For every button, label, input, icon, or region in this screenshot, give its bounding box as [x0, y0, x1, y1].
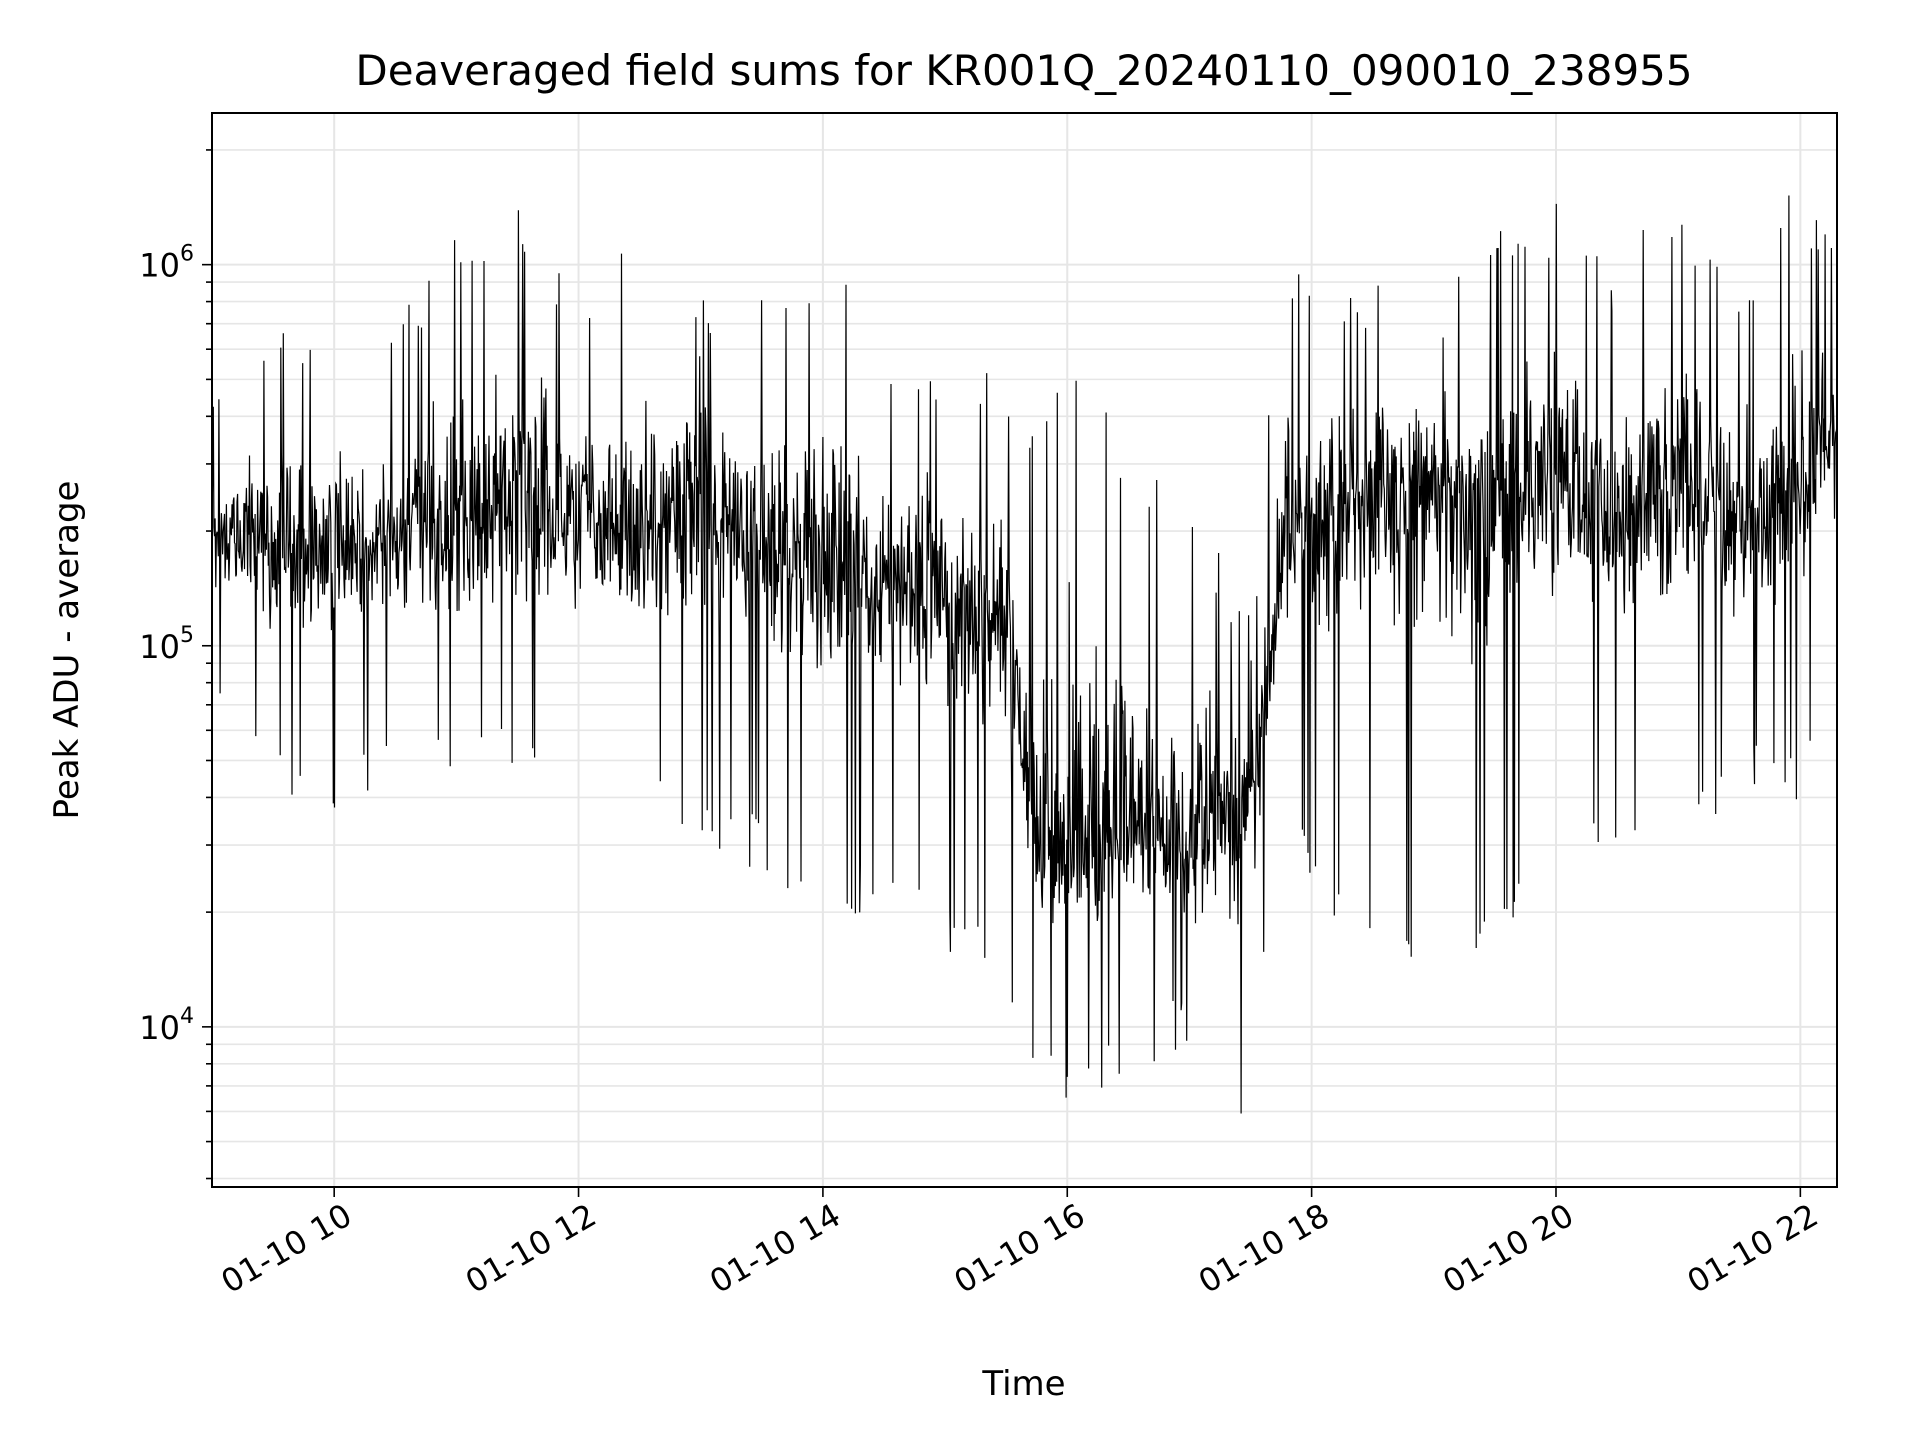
series-line [211, 195, 1838, 1114]
y-tick-label: 105 [139, 623, 194, 666]
y-tick-base: 10 [139, 247, 180, 285]
plot-frame [211, 112, 1838, 1188]
y-tick-exponent: 5 [180, 623, 194, 648]
y-tick-base: 10 [139, 1009, 180, 1047]
data-series [211, 195, 1838, 1114]
y-tick-exponent: 4 [180, 1004, 194, 1029]
y-tick-label: 106 [139, 242, 194, 285]
y-tick-exponent: 6 [180, 242, 194, 267]
y-axis-label: Peak ADU - average [47, 481, 87, 820]
y-tick-label: 104 [139, 1004, 194, 1047]
y-tick-base: 10 [139, 628, 180, 666]
grid [212, 113, 1837, 1187]
chart-title: Deaveraged field sums for KR001Q_2024011… [355, 46, 1692, 95]
x-axis-label: Time [981, 1364, 1065, 1404]
